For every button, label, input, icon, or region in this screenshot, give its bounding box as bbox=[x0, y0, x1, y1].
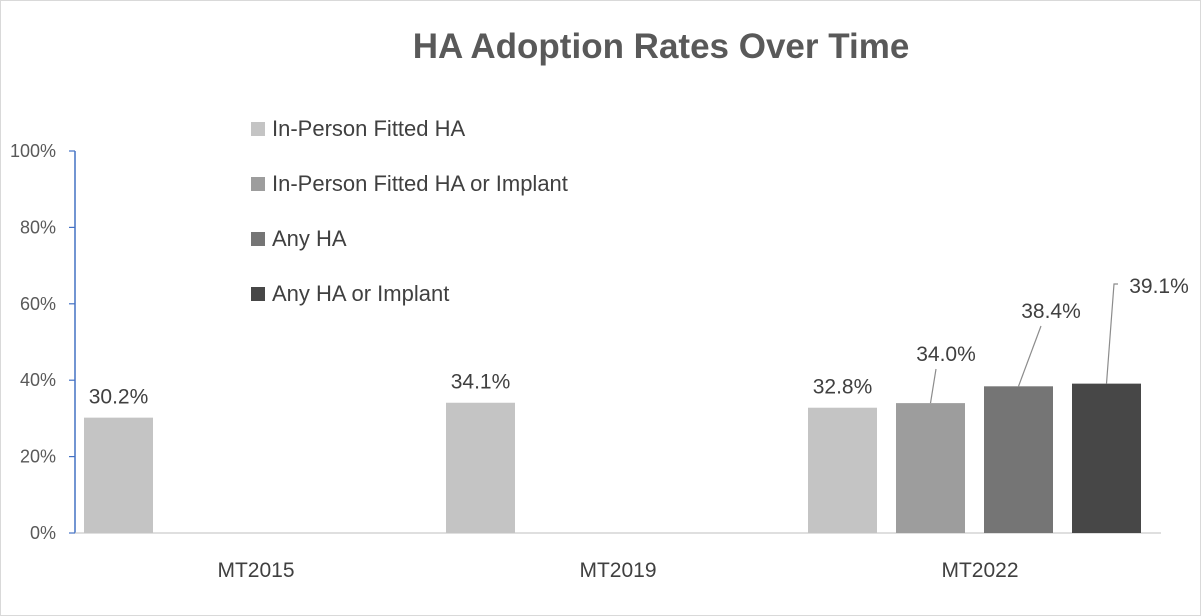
legend-swatch bbox=[251, 231, 265, 246]
data-label: 34.1% bbox=[451, 371, 511, 394]
bar bbox=[84, 417, 153, 533]
legend-item-any-ha-or-implant: Any HA or Implant bbox=[251, 266, 568, 321]
data-label-leader-line bbox=[1105, 283, 1118, 384]
x-category-label: MT2022 bbox=[941, 559, 1018, 582]
bar bbox=[446, 402, 515, 533]
legend-label: Any HA bbox=[272, 225, 347, 251]
legend-label: Any HA or Implant bbox=[272, 280, 450, 306]
data-label-leader-line bbox=[929, 368, 937, 404]
bar bbox=[808, 407, 877, 533]
bar bbox=[896, 403, 965, 533]
chart-title: HA Adoption Rates Over Time bbox=[412, 27, 910, 66]
bar bbox=[1072, 383, 1141, 533]
legend-label: In-Person Fitted HA bbox=[272, 115, 466, 141]
y-tick-label: 100% bbox=[10, 141, 56, 161]
y-tick-label: 40% bbox=[20, 370, 56, 390]
legend-swatch bbox=[251, 176, 265, 191]
x-category-label: MT2015 bbox=[217, 559, 294, 582]
legend-swatch bbox=[251, 286, 265, 301]
legend: In-Person Fitted HA In-Person Fitted HA … bbox=[251, 101, 568, 321]
y-tick-label: 0% bbox=[30, 523, 56, 543]
legend-item-in-person-fitted-ha-or-implant: In-Person Fitted HA or Implant bbox=[251, 156, 568, 211]
legend-swatch bbox=[251, 121, 265, 136]
data-label: 38.4% bbox=[1021, 300, 1081, 323]
data-label: 34.0% bbox=[916, 343, 976, 366]
data-label: 39.1% bbox=[1129, 275, 1189, 298]
bar bbox=[984, 386, 1053, 533]
y-tick-label: 80% bbox=[20, 217, 56, 237]
data-label: 32.8% bbox=[813, 376, 873, 399]
legend-item-in-person-fitted-ha: In-Person Fitted HA bbox=[251, 101, 568, 156]
legend-item-any-ha: Any HA bbox=[251, 211, 568, 266]
y-tick-label: 60% bbox=[20, 294, 56, 314]
data-label-leader-line bbox=[1017, 325, 1042, 387]
y-tick-label: 20% bbox=[20, 447, 56, 467]
data-label: 30.2% bbox=[89, 386, 149, 409]
x-category-label: MT2019 bbox=[579, 559, 656, 582]
legend-label: In-Person Fitted HA or Implant bbox=[272, 170, 568, 196]
